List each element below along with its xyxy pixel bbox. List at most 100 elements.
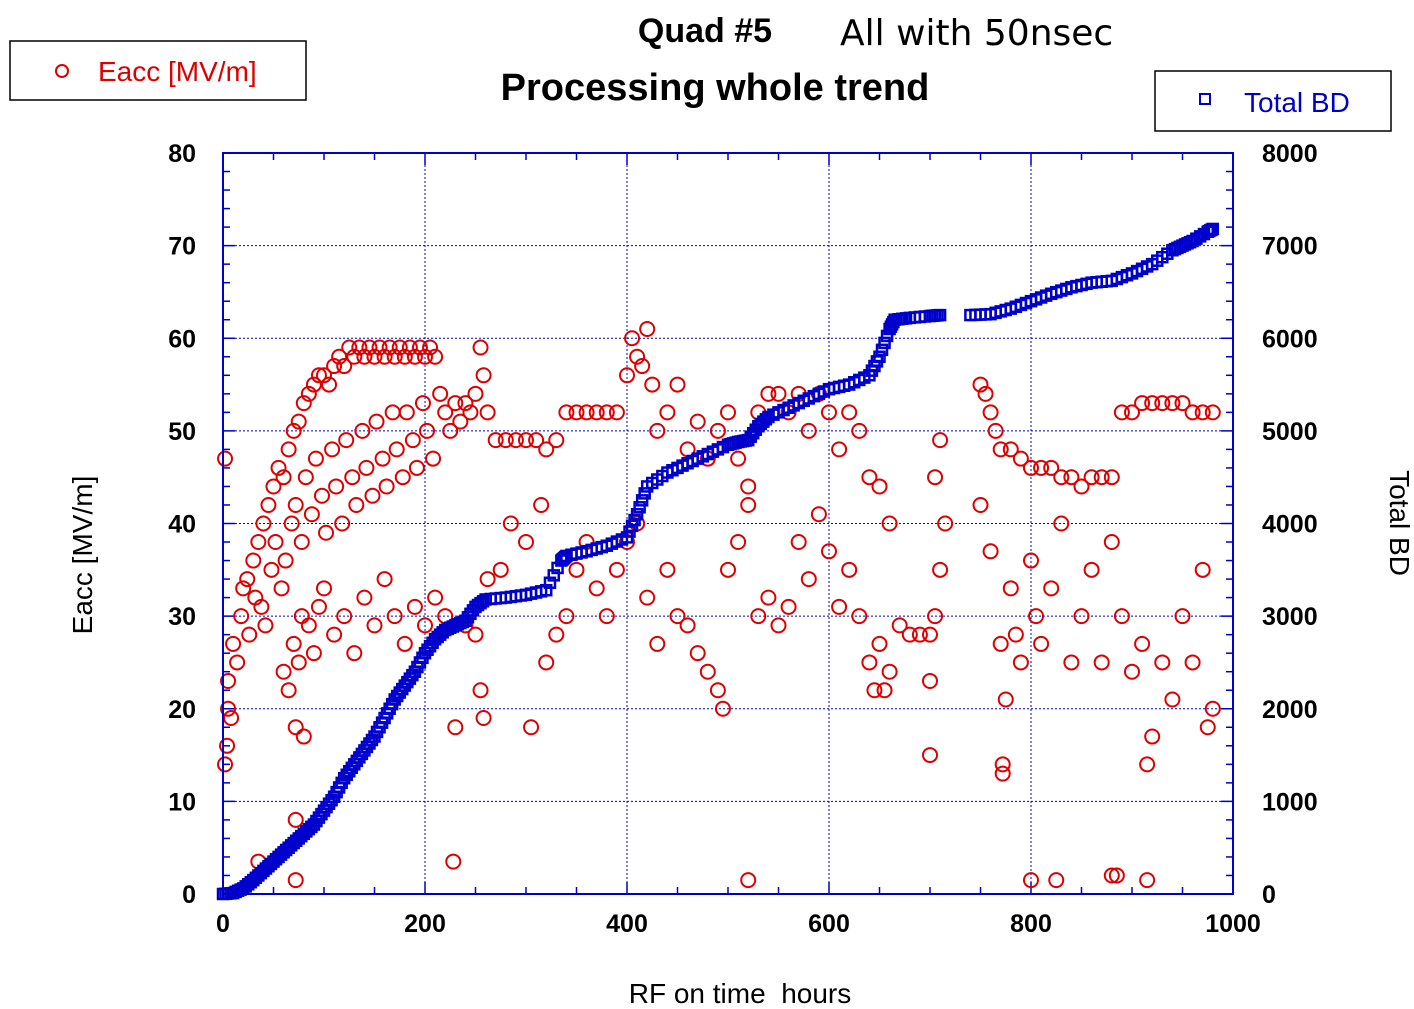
- eacc-point: [313, 487, 330, 504]
- eacc-point: [972, 496, 989, 513]
- eacc-point: [425, 450, 442, 467]
- eacc-point: [1002, 580, 1019, 597]
- eacc-point: [538, 654, 555, 671]
- legend-eacc-marker: [55, 64, 69, 78]
- eacc-point: [871, 635, 888, 652]
- eacc-point: [419, 422, 436, 439]
- eacc-point: [730, 450, 747, 467]
- eacc-point: [1103, 867, 1120, 884]
- eacc-point: [1007, 626, 1024, 643]
- eacc-point: [472, 682, 489, 699]
- eacc-point: [669, 608, 686, 625]
- y-axis-label: Eacc [MV/m]: [67, 476, 98, 635]
- eacc-point: [1184, 404, 1201, 421]
- eacc-point: [253, 598, 270, 615]
- y-tick-label: 60: [168, 325, 196, 353]
- eacc-point: [217, 450, 234, 467]
- eacc-point: [388, 441, 405, 458]
- eacc-point: [760, 385, 777, 402]
- eacc-point: [800, 571, 817, 588]
- eacc-point: [841, 561, 858, 578]
- eacc-point: [1164, 691, 1181, 708]
- eacc-point: [699, 663, 716, 680]
- eacc-point: [497, 432, 514, 449]
- total-bd-point: [873, 350, 886, 364]
- eacc-point: [639, 589, 656, 606]
- eacc-point: [378, 478, 395, 495]
- eacc-point: [257, 617, 274, 634]
- eacc-point: [277, 552, 294, 569]
- eacc-point: [293, 534, 310, 551]
- eacc-point: [1108, 867, 1125, 884]
- eacc-point: [669, 376, 686, 393]
- eacc-point: [972, 376, 989, 393]
- eacc-point: [398, 404, 415, 421]
- eacc-point: [659, 561, 676, 578]
- eacc-point: [1164, 395, 1181, 412]
- total-bd-point: [635, 494, 649, 507]
- eacc-point: [608, 561, 625, 578]
- eacc-point: [250, 534, 267, 551]
- eacc-point: [709, 422, 726, 439]
- total-bd-point: [633, 501, 646, 514]
- eacc-point: [275, 469, 292, 486]
- eacc-point: [740, 872, 757, 889]
- eacc-point: [285, 422, 302, 439]
- eacc-point: [994, 765, 1011, 782]
- eacc-point: [992, 441, 1009, 458]
- eacc-point: [331, 348, 348, 365]
- eacc-point: [502, 515, 519, 532]
- eacc-point: [1002, 441, 1019, 458]
- eacc-point: [598, 608, 615, 625]
- eacc-point: [280, 441, 297, 458]
- eacc-point: [381, 339, 398, 356]
- eacc-point: [1194, 561, 1211, 578]
- x-tick-label: 600: [808, 910, 850, 938]
- eacc-point: [588, 580, 605, 597]
- eacc-point: [386, 608, 403, 625]
- eacc-point: [462, 404, 479, 421]
- eacc-point: [334, 515, 351, 532]
- eacc-point: [922, 672, 938, 689]
- eacc-point: [800, 422, 817, 439]
- eacc-point: [1093, 654, 1110, 671]
- eacc-point: [295, 728, 312, 745]
- eacc-point: [1053, 469, 1070, 486]
- eacc-point: [861, 654, 878, 671]
- eacc-point: [1063, 469, 1080, 486]
- eacc-point: [318, 524, 335, 541]
- eacc-point: [338, 432, 355, 449]
- y2-tick-label: 5000: [1262, 418, 1318, 446]
- chart-annotation: All with 50nsec: [840, 13, 1113, 54]
- eacc-point: [336, 358, 353, 375]
- eacc-point: [1144, 728, 1161, 745]
- eacc-point: [344, 469, 361, 486]
- y2-tick-label: 7000: [1262, 233, 1318, 261]
- x-tick-label: 400: [606, 910, 648, 938]
- eacc-point: [558, 608, 575, 625]
- eacc-point: [487, 432, 504, 449]
- y2-tick-label: 4000: [1262, 511, 1318, 539]
- x-tick-label: 200: [404, 910, 446, 938]
- eacc-point: [523, 719, 540, 736]
- eacc-point: [1113, 404, 1130, 421]
- eacc-point: [376, 571, 393, 588]
- eacc-point: [1134, 395, 1151, 412]
- eacc-point: [233, 608, 250, 625]
- eacc-point: [366, 617, 383, 634]
- eacc-point: [588, 404, 605, 421]
- eacc-point: [1113, 608, 1130, 625]
- y2-tick-label: 8000: [1262, 140, 1318, 168]
- legend-total-bd-label: Total BD: [1244, 87, 1350, 118]
- eacc-point: [417, 617, 433, 634]
- eacc-point: [997, 691, 1014, 708]
- legend-eacc-box: [9, 40, 307, 101]
- eacc-point: [629, 348, 646, 365]
- y-tick-label: 0: [182, 881, 196, 909]
- legend-eacc: Eacc [MV/m]: [9, 40, 307, 101]
- eacc-point: [644, 376, 661, 393]
- eacc-point: [241, 626, 258, 643]
- eacc-point: [1073, 608, 1090, 625]
- eacc-point: [598, 404, 615, 421]
